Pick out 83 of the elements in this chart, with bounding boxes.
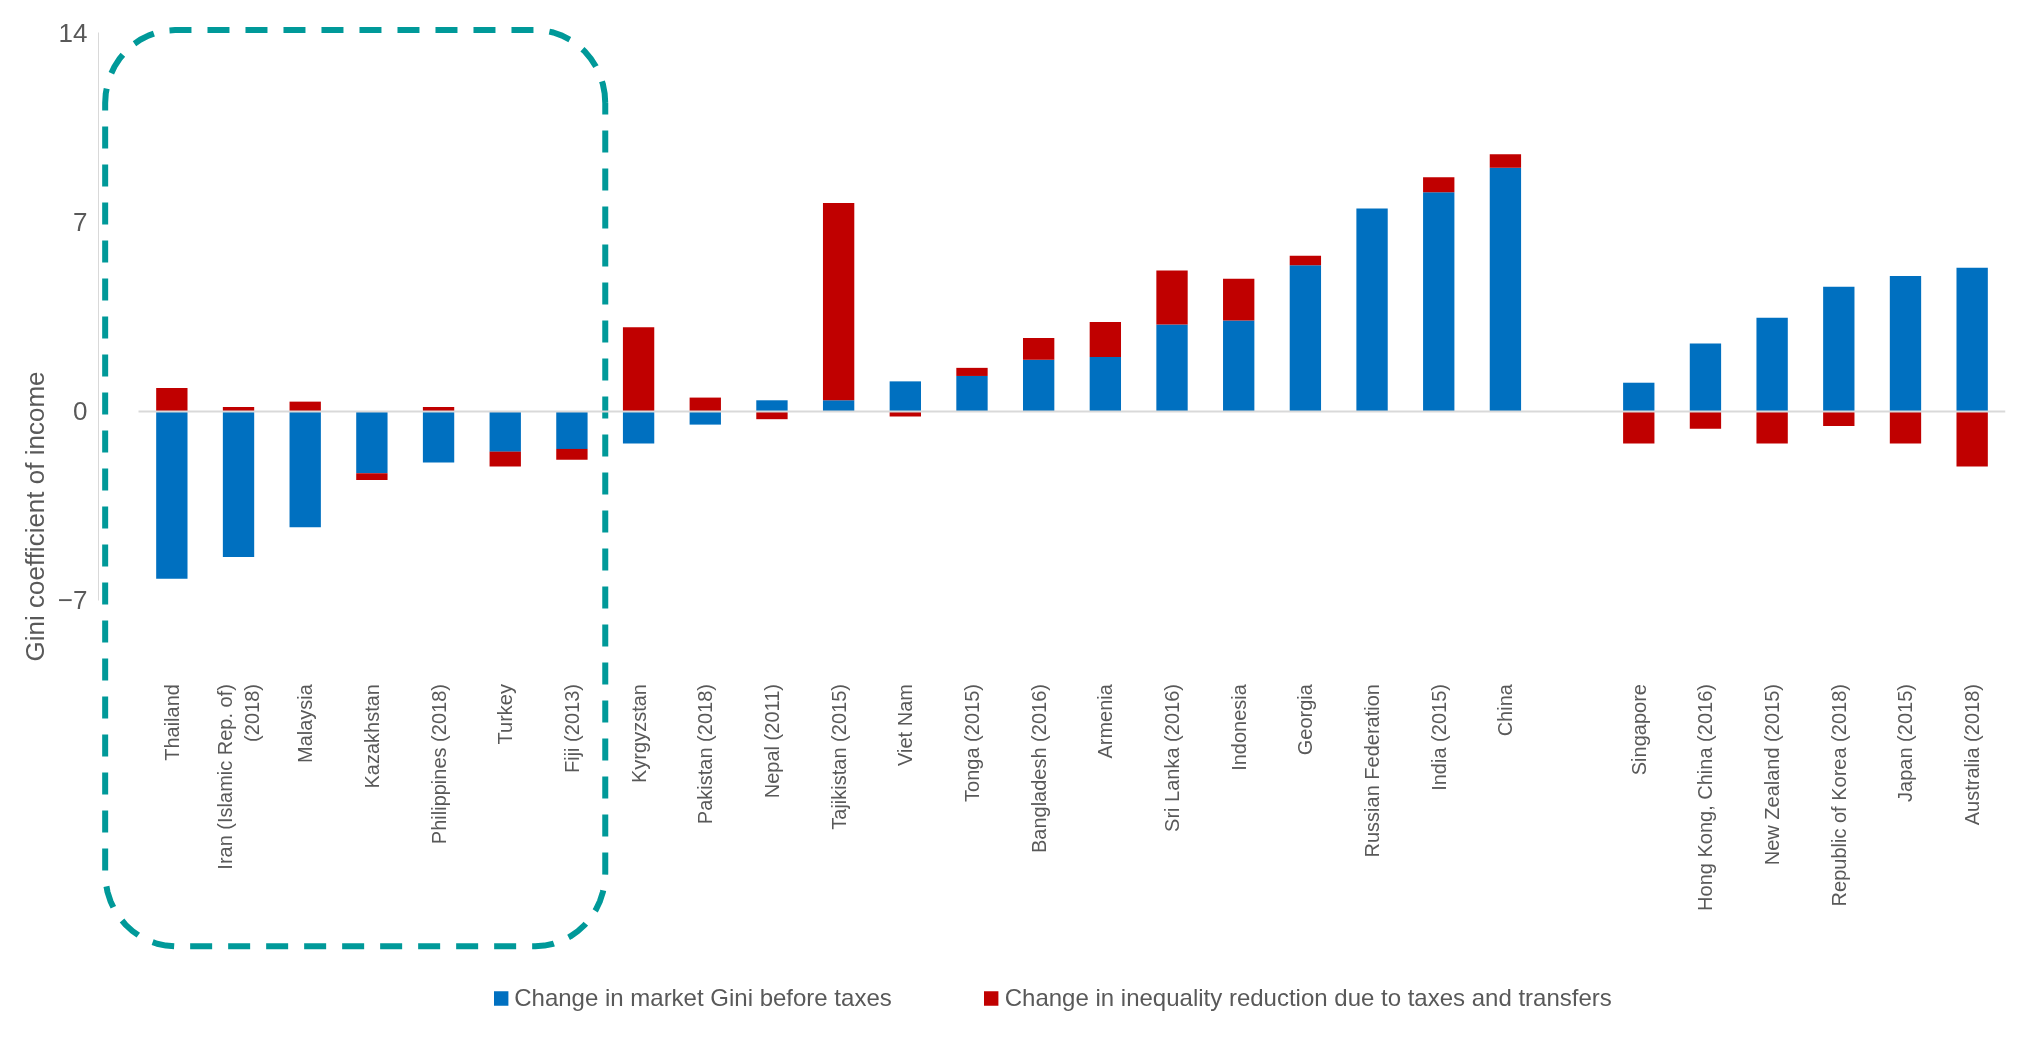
x-tick-label: China — [1494, 683, 1517, 737]
bar — [489, 451, 521, 467]
x-tick-label: Malaysia — [294, 683, 317, 763]
x-tick-label: New Zealand (2015) — [1761, 684, 1784, 866]
x-tick-label: Kyrgyzstan — [627, 684, 650, 783]
x-tick-label: Kazakhstan — [360, 684, 383, 789]
x-tick-label: Japan (2015) — [1894, 684, 1917, 802]
bar — [1022, 359, 1055, 412]
bar — [489, 411, 521, 452]
bar — [289, 411, 321, 528]
bar — [1489, 154, 1522, 168]
bar — [1889, 411, 1922, 444]
bar — [1223, 278, 1255, 321]
y-tick-label: −7 — [57, 585, 88, 616]
bar — [1889, 275, 1922, 412]
x-tick-label: Singapore — [1627, 684, 1650, 776]
bar — [956, 375, 988, 412]
bar — [1089, 357, 1122, 412]
y-tick-label: 7 — [73, 206, 88, 237]
bar — [1289, 265, 1322, 412]
x-tick-label: Australia (2018) — [1961, 684, 1984, 826]
bar — [289, 401, 321, 412]
x-tick-label: Nepal (2011) — [760, 684, 783, 799]
x-tick-label: India (2015) — [1427, 684, 1450, 791]
x-tick-label: Sri Lanka (2016) — [1161, 684, 1184, 832]
x-tick-label: Georgia — [1294, 683, 1317, 756]
y-axis-title: Gini coefficient of income — [19, 371, 50, 662]
y-tick-label: 0 — [73, 396, 88, 427]
bar — [1022, 338, 1055, 360]
bar — [1089, 321, 1122, 358]
bar — [622, 327, 655, 412]
x-tick-label: Turkey — [494, 684, 517, 745]
bar — [956, 367, 988, 376]
bar — [689, 397, 721, 412]
bar — [222, 407, 255, 412]
bar — [1689, 411, 1722, 429]
x-tick-label: Republic of Korea (2018) — [1827, 684, 1850, 907]
bar — [1756, 317, 1788, 412]
bar — [1689, 343, 1722, 412]
bar — [422, 407, 455, 412]
x-tick-label: Thailand — [160, 684, 183, 761]
bar — [822, 202, 855, 401]
x-tick-label: Hong Kong, China (2016) — [1694, 684, 1717, 911]
bar — [1489, 167, 1522, 412]
x-tick-label: Tajikistan (2015) — [827, 684, 850, 830]
bar — [1156, 324, 1188, 412]
bar — [756, 400, 788, 412]
bar — [1623, 382, 1655, 412]
x-tick-label: Viet Nam — [894, 684, 917, 766]
bar — [356, 473, 388, 481]
bar — [889, 381, 921, 412]
bar — [1423, 177, 1455, 193]
x-tick-label: Iran (Islamic Rep. of) (2018) — [213, 684, 264, 870]
bar — [1223, 320, 1255, 412]
bar — [156, 411, 188, 579]
bar — [356, 411, 388, 474]
bar — [556, 448, 588, 460]
x-tick-label: Tonga (2015) — [960, 684, 983, 802]
bar — [822, 400, 855, 412]
bar — [222, 411, 255, 558]
x-tick-label: Pakistan (2018) — [694, 684, 717, 825]
bar — [1823, 286, 1855, 412]
x-tick-label: Russian Federation — [1361, 684, 1384, 858]
bar — [1356, 208, 1388, 412]
x-tick-label: Bangladesh (2016) — [1027, 684, 1050, 854]
bar — [422, 411, 455, 463]
bar — [1623, 411, 1655, 444]
x-tick-label: Indonesia — [1227, 683, 1250, 771]
y-tick-label: 14 — [58, 17, 88, 48]
bar — [1756, 411, 1788, 444]
bar — [622, 411, 655, 444]
x-tick-label: Fiji (2013) — [560, 684, 583, 773]
x-tick-label: Armenia — [1094, 683, 1117, 759]
bar — [1423, 192, 1455, 412]
bar — [1956, 267, 1988, 412]
bar — [156, 388, 188, 412]
legend-label: Change in inequality reduction due to taxes and transfers — [1004, 984, 1612, 1012]
bar — [556, 411, 588, 449]
legend-label: Change in market Gini before taxes — [514, 984, 892, 1012]
x-tick-label: Philippines (2018) — [427, 684, 450, 845]
bar — [1956, 411, 1988, 467]
bar — [1289, 255, 1322, 266]
bar — [1156, 270, 1188, 325]
